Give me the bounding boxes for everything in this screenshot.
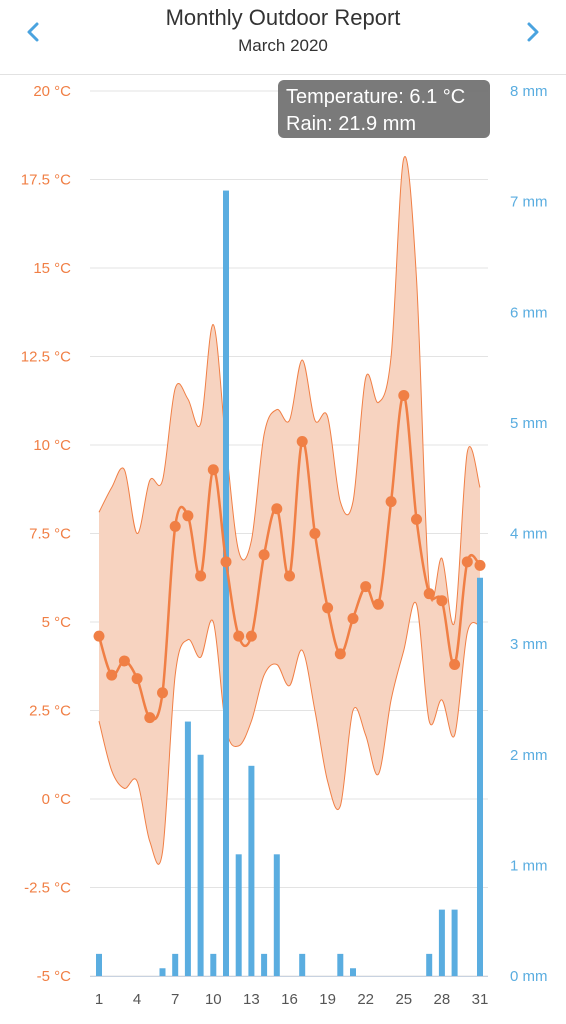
rain-bar[interactable] [451,909,458,976]
temperature-point[interactable] [93,630,105,642]
rain-bar[interactable] [235,854,242,976]
x-axis-day-label: 22 [357,991,374,1008]
y-axis-rain-label: 4 mm [510,526,548,543]
temperature-point[interactable] [195,570,207,582]
temperature-point[interactable] [423,588,435,600]
x-axis-day-label: 25 [395,991,412,1008]
chart-tooltip: Temperature: 6.1 °C Rain: 21.9 mm [278,80,490,138]
temperature-point[interactable] [245,630,257,642]
temperature-point[interactable] [284,570,295,582]
temperature-point[interactable] [360,581,372,593]
tooltip-temperature: Temperature: 6.1 °C [286,86,466,108]
temperature-point[interactable] [347,612,359,624]
x-axis-day-label: 4 [133,991,141,1008]
y-axis-rain-label: 3 mm [510,636,548,653]
temperature-point[interactable] [144,712,156,724]
chevron-right-icon [527,22,539,42]
x-axis-day-label: 31 [472,991,489,1008]
rain-bar[interactable] [477,577,483,976]
y-axis-rain-label: 1 mm [510,857,548,874]
y-axis-rain-label: 0 mm [510,968,548,985]
y-axis-temperature-label: 2.5 °C [29,703,71,720]
rain-bar[interactable] [261,953,268,976]
rain-bar[interactable] [159,968,166,976]
rain-bar[interactable] [223,190,229,976]
temperature-point[interactable] [449,658,461,670]
temperature-point[interactable] [182,510,194,522]
temperature-point[interactable] [372,598,384,610]
temperature-point[interactable] [461,556,473,568]
y-axis-rain-label: 7 mm [510,194,548,211]
rain-bar[interactable] [350,968,356,976]
x-axis-day-label: 10 [205,991,222,1008]
x-axis-day-label: 28 [434,991,451,1008]
rain-bar[interactable] [172,953,179,976]
temperature-range-area [99,156,480,865]
report-header: Monthly Outdoor Report March 2020 [0,0,566,75]
y-axis-temperature-label: 12.5 °C [21,349,71,366]
rain-bar[interactable] [299,953,306,976]
rain-bar[interactable] [426,953,433,976]
y-axis-rain-label: 5 mm [510,415,548,432]
rain-bar[interactable] [248,765,255,976]
rain-bar[interactable] [438,909,445,976]
y-axis-temperature-label: -2.5 °C [24,880,71,897]
x-axis-day-label: 16 [281,991,298,1008]
temperature-point[interactable] [296,435,308,447]
next-month-button[interactable] [512,14,552,50]
temperature-point[interactable] [309,528,321,539]
y-axis-temperature-label: 7.5 °C [29,526,71,543]
temperature-point[interactable] [118,655,130,667]
temperature-point[interactable] [411,513,422,525]
y-axis-temperature-label: 20 °C [33,83,71,100]
y-axis-rain-label: 6 mm [510,304,548,321]
y-axis-rain-label: 2 mm [510,747,548,764]
y-axis-rain-label: 8 mm [510,83,548,100]
temperature-point[interactable] [322,602,334,614]
rain-bar[interactable] [337,953,344,976]
temperature-point[interactable] [334,648,346,660]
temperature-point[interactable] [436,595,448,607]
y-axis-temperature-label: 17.5 °C [21,172,71,189]
temperature-point[interactable] [207,464,219,476]
rain-bar[interactable] [273,854,280,976]
temperature-point[interactable] [385,496,397,508]
temperature-point[interactable] [169,520,181,532]
temperature-point[interactable] [258,549,270,561]
rain-bar[interactable] [197,754,204,976]
temperature-high-line [98,156,481,626]
temperature-point[interactable] [157,687,168,699]
tooltip-rain: Rain: 21.9 mm [286,113,417,135]
temperature-point[interactable] [220,556,232,568]
temperature-point[interactable] [106,669,118,681]
x-axis-day-label: 19 [319,991,336,1008]
previous-month-button[interactable] [14,14,54,50]
report-subtitle: March 2020 [238,36,328,55]
temperature-point[interactable] [233,630,245,642]
chevron-left-icon [27,22,39,42]
x-axis-day-label: 7 [171,991,179,1008]
temperature-point[interactable] [474,559,486,571]
temperature-point[interactable] [271,503,283,515]
y-axis-temperature-label: 10 °C [33,437,71,454]
temperature-low-line [98,601,481,865]
rain-bar[interactable] [210,953,217,976]
rain-bar[interactable] [184,721,191,976]
x-axis-day-label: 13 [243,991,260,1008]
rain-bar[interactable] [96,953,102,976]
y-axis-temperature-label: -5 °C [37,968,72,985]
y-axis-temperature-label: 0 °C [42,791,72,808]
y-axis-temperature-label: 15 °C [33,260,71,277]
temperature-point[interactable] [398,389,410,401]
temperature-point[interactable] [131,673,143,685]
report-title: Monthly Outdoor Report [165,5,401,30]
y-axis-temperature-label: 5 °C [42,614,72,631]
x-axis-day-label: 1 [95,991,103,1008]
